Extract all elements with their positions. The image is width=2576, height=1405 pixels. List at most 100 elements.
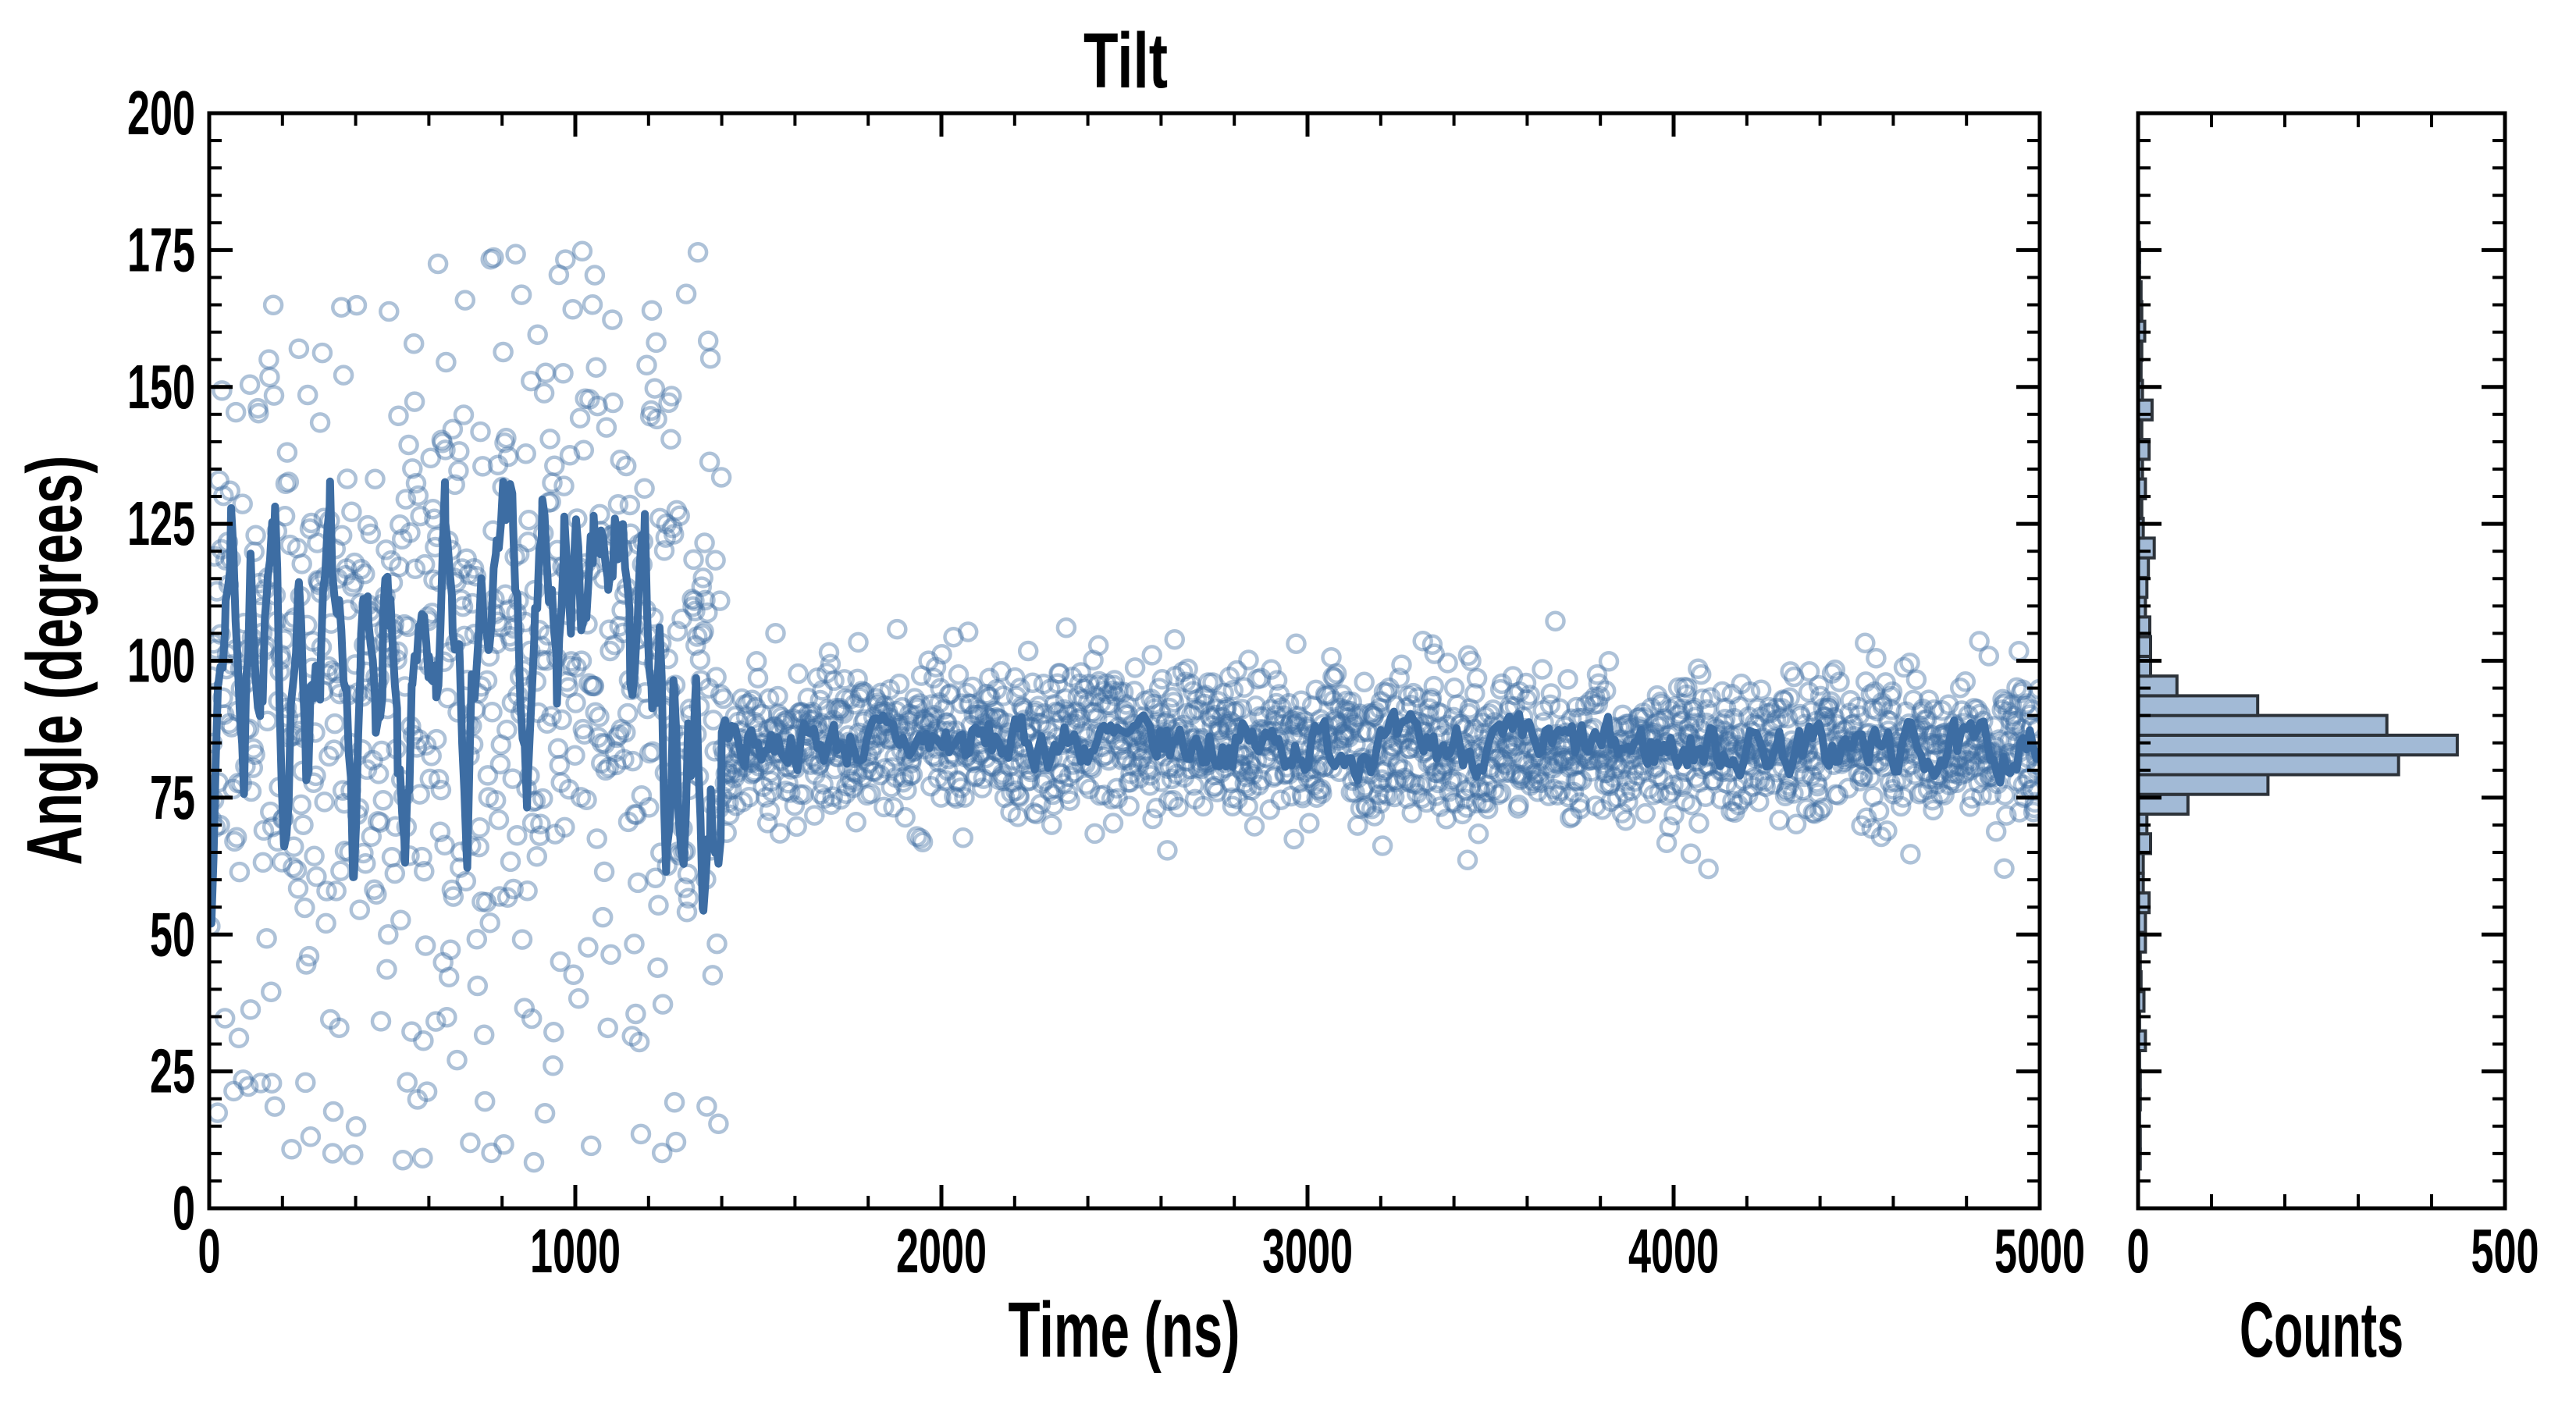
scatter-point <box>1379 678 1400 699</box>
scatter-point <box>1464 718 1485 740</box>
scatter-point <box>765 622 786 644</box>
scatter-point <box>1806 772 1827 793</box>
scatter-point <box>1053 699 1075 720</box>
scatter-point <box>692 624 713 646</box>
scatter-point <box>816 662 838 684</box>
scatter-point <box>1604 757 1625 779</box>
scatter-point <box>1278 692 1300 714</box>
scatter-point <box>465 565 487 587</box>
scatter-point <box>1482 699 1504 720</box>
scatter-point <box>1603 767 1624 788</box>
scatter-point <box>1875 672 1896 693</box>
scatter-point <box>1570 799 1591 820</box>
scatter-point <box>1994 858 2015 879</box>
scatter-point <box>553 475 575 496</box>
scatter-point <box>1624 771 1646 792</box>
scatter-point <box>1956 750 1977 771</box>
scatter-point <box>1642 784 1664 806</box>
scatter-point <box>1418 698 1440 720</box>
scatter-point <box>1397 788 1418 809</box>
scatter-point <box>564 745 585 766</box>
scatter-point <box>376 959 397 980</box>
scatter-point <box>1472 792 1493 813</box>
scatter-point <box>1862 699 1883 720</box>
scatter-point <box>580 1135 602 1157</box>
scatter-point <box>1208 717 1229 738</box>
tick-labels: 0 1000 2000 3000 4000 50000255075100125150175… <box>127 78 2539 1286</box>
scatter-point <box>842 777 864 799</box>
scatter-point <box>1920 732 1941 754</box>
scatter-point <box>732 791 753 813</box>
scatter-point <box>1299 813 1320 834</box>
scatter-point <box>323 739 345 760</box>
scatter-point <box>1808 783 1829 804</box>
scatter-point <box>1627 764 1648 786</box>
scatter-point <box>835 783 856 805</box>
scatter-point <box>1240 780 1262 801</box>
scatter-point <box>1995 692 2016 713</box>
scatter-point <box>1847 696 1869 718</box>
scatter-point <box>380 550 402 571</box>
scatter-point <box>1308 780 1329 801</box>
scatter-point <box>1039 781 1060 802</box>
scatter-point <box>1848 763 1870 784</box>
scatter-point <box>1338 727 1360 748</box>
scatter-point <box>1519 685 1540 706</box>
scatter-point <box>1120 763 1141 784</box>
scatter-point <box>1489 746 1510 768</box>
scatter-point <box>1557 669 1578 690</box>
scatter-point <box>625 1003 646 1025</box>
scatter-point <box>738 787 760 808</box>
scatter-point <box>505 244 526 265</box>
scatter-point <box>1794 766 1815 788</box>
scatter-point <box>1955 671 1976 692</box>
scatter-point <box>1050 763 1071 784</box>
scatter-point <box>469 817 490 838</box>
scatter-point <box>1265 705 1286 726</box>
scatter-point <box>1911 701 1932 723</box>
scatter-point <box>223 1080 244 1102</box>
scatter-point <box>1870 826 1892 848</box>
scatter-point <box>370 1011 392 1032</box>
scatter-point <box>891 696 913 718</box>
scatter-point <box>1550 769 1572 790</box>
scatter-point <box>1207 691 1229 712</box>
scatter-point <box>963 704 984 726</box>
scatter-point <box>1523 749 1544 770</box>
scatter-point <box>1000 802 1021 823</box>
scatter-point <box>1126 740 1148 761</box>
scatter-point <box>1291 784 1313 806</box>
scatter-point <box>432 951 454 973</box>
scatter-point <box>1049 663 1070 684</box>
scatter-point <box>1203 777 1224 799</box>
scatter-point <box>646 408 667 430</box>
scatter-point <box>639 406 661 427</box>
y-axis-label: Angle (degrees) <box>11 456 98 866</box>
scatter-point <box>1961 788 1983 809</box>
scatter-point <box>1969 631 1990 652</box>
scatter-point <box>1674 676 1695 698</box>
scatter-point <box>391 528 413 550</box>
scatter-point <box>1912 782 1933 803</box>
scatter-point <box>800 754 821 775</box>
scatter-point <box>1311 778 1332 800</box>
axes <box>207 111 2507 1211</box>
scatter-point <box>1866 647 1887 669</box>
scatter-point <box>898 710 920 731</box>
scatter-point <box>677 863 699 884</box>
scatter-point <box>1599 775 1621 797</box>
scatter-point <box>1872 695 1894 717</box>
scatter-point <box>1287 706 1308 727</box>
scatter-point <box>1527 781 1549 802</box>
scatter-points <box>209 240 2040 1173</box>
scatter-point <box>1666 724 1687 745</box>
scatter-point <box>1749 770 1770 791</box>
scatter-point <box>1005 667 1026 688</box>
scatter-point <box>467 975 489 997</box>
scatter-point <box>1140 688 1162 710</box>
scatter-point <box>1727 794 1749 816</box>
scatter-point <box>503 878 524 900</box>
scatter-point <box>1641 697 1662 718</box>
scatter-point <box>1374 783 1396 804</box>
scatter-point <box>365 468 386 489</box>
